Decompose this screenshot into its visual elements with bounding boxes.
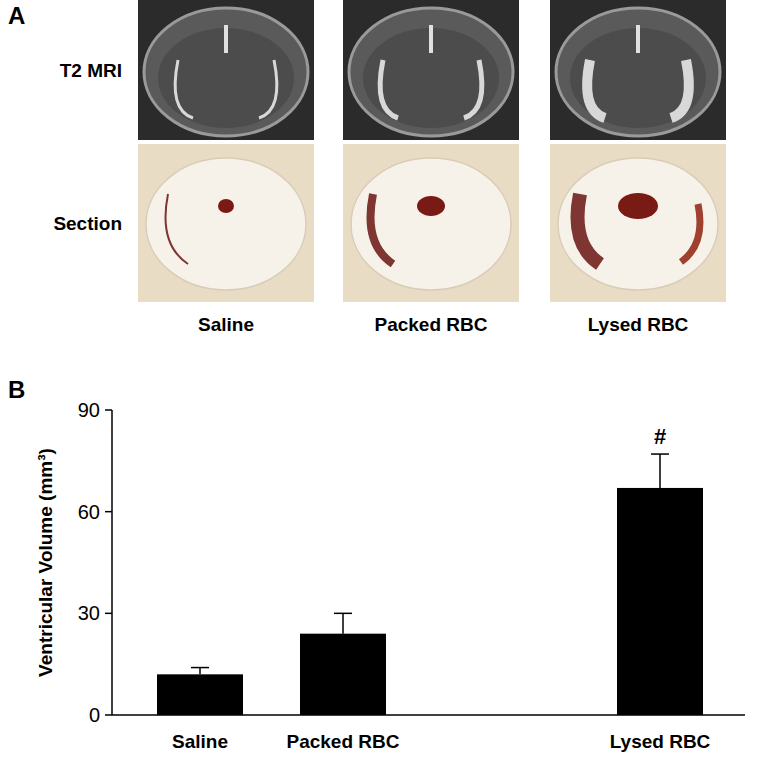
column-label: Saline xyxy=(198,314,254,335)
section-blood xyxy=(681,204,700,262)
mri-brain xyxy=(144,8,308,136)
y-tick-label: 60 xyxy=(78,501,100,523)
mri-brain xyxy=(556,8,720,136)
x-axis xyxy=(112,714,745,716)
y-tick-label: 30 xyxy=(78,602,100,624)
section-image xyxy=(138,144,314,302)
section-background xyxy=(138,144,314,302)
bar xyxy=(300,634,386,715)
mri-midline xyxy=(429,25,433,53)
mri-background xyxy=(550,0,726,140)
error-bar xyxy=(191,668,209,675)
bars xyxy=(157,454,703,715)
section-brain xyxy=(351,158,511,290)
row-label: T2 MRI xyxy=(60,60,122,81)
bar xyxy=(617,488,703,715)
figure: A T2 MRI Section Saline Packed RBC Lysed RBC B… xyxy=(0,0,777,763)
mri-ventricle xyxy=(259,60,277,118)
section-blood xyxy=(371,194,394,264)
error-cap xyxy=(191,667,209,669)
panel-label: B xyxy=(8,376,25,403)
x-tick-label: Lysed RBC xyxy=(610,731,711,752)
mri-ventricle xyxy=(464,60,482,118)
mri-image xyxy=(138,0,314,140)
section-blood xyxy=(618,193,658,219)
section-brain xyxy=(558,158,718,290)
section-blood xyxy=(218,199,234,213)
error-bar xyxy=(334,613,352,633)
section-blood xyxy=(578,194,601,264)
y-tick-label: 0 xyxy=(89,704,100,726)
x-tick-label: Packed RBC xyxy=(287,731,400,752)
section-brain xyxy=(146,158,306,290)
section-image xyxy=(550,144,726,302)
mri-image xyxy=(550,0,726,140)
mri-ventricle xyxy=(587,60,605,118)
mri-ventricle xyxy=(671,60,689,118)
mri-background xyxy=(343,0,519,140)
row-label: Section xyxy=(53,213,122,234)
error-stem xyxy=(199,668,201,675)
section-blood xyxy=(417,196,445,216)
figure-root: A T2 MRI Section Saline Packed RBC Lysed RBC B… xyxy=(0,0,777,763)
mri-background xyxy=(138,0,314,140)
annotation: # xyxy=(654,424,666,449)
panel-label: A xyxy=(8,2,25,29)
y-axis-label: Ventricular Volume (mm³) xyxy=(35,448,56,677)
y-axis xyxy=(111,410,113,715)
column-label: Packed RBC xyxy=(375,314,488,335)
error-cap xyxy=(651,453,669,455)
mri-ventricle xyxy=(380,60,398,118)
error-cap xyxy=(334,613,352,615)
mri-midline xyxy=(224,25,228,53)
y-tick-label: 90 xyxy=(78,399,100,421)
y-tick xyxy=(105,409,112,411)
section-background xyxy=(343,144,519,302)
error-stem xyxy=(659,454,661,488)
column-label: Lysed RBC xyxy=(588,314,689,335)
section-blood xyxy=(166,194,189,264)
mri-midline xyxy=(636,25,640,53)
x-tick-label: Saline xyxy=(172,731,228,752)
y-tick xyxy=(105,511,112,513)
error-stem xyxy=(342,613,344,633)
mri-ventricle xyxy=(175,60,193,118)
y-tick xyxy=(105,613,112,615)
bar xyxy=(157,674,243,715)
section-image xyxy=(343,144,519,302)
y-tick xyxy=(105,714,112,716)
mri-image xyxy=(343,0,519,140)
mri-brain xyxy=(349,8,513,136)
section-background xyxy=(550,144,726,302)
error-bar xyxy=(651,454,669,488)
